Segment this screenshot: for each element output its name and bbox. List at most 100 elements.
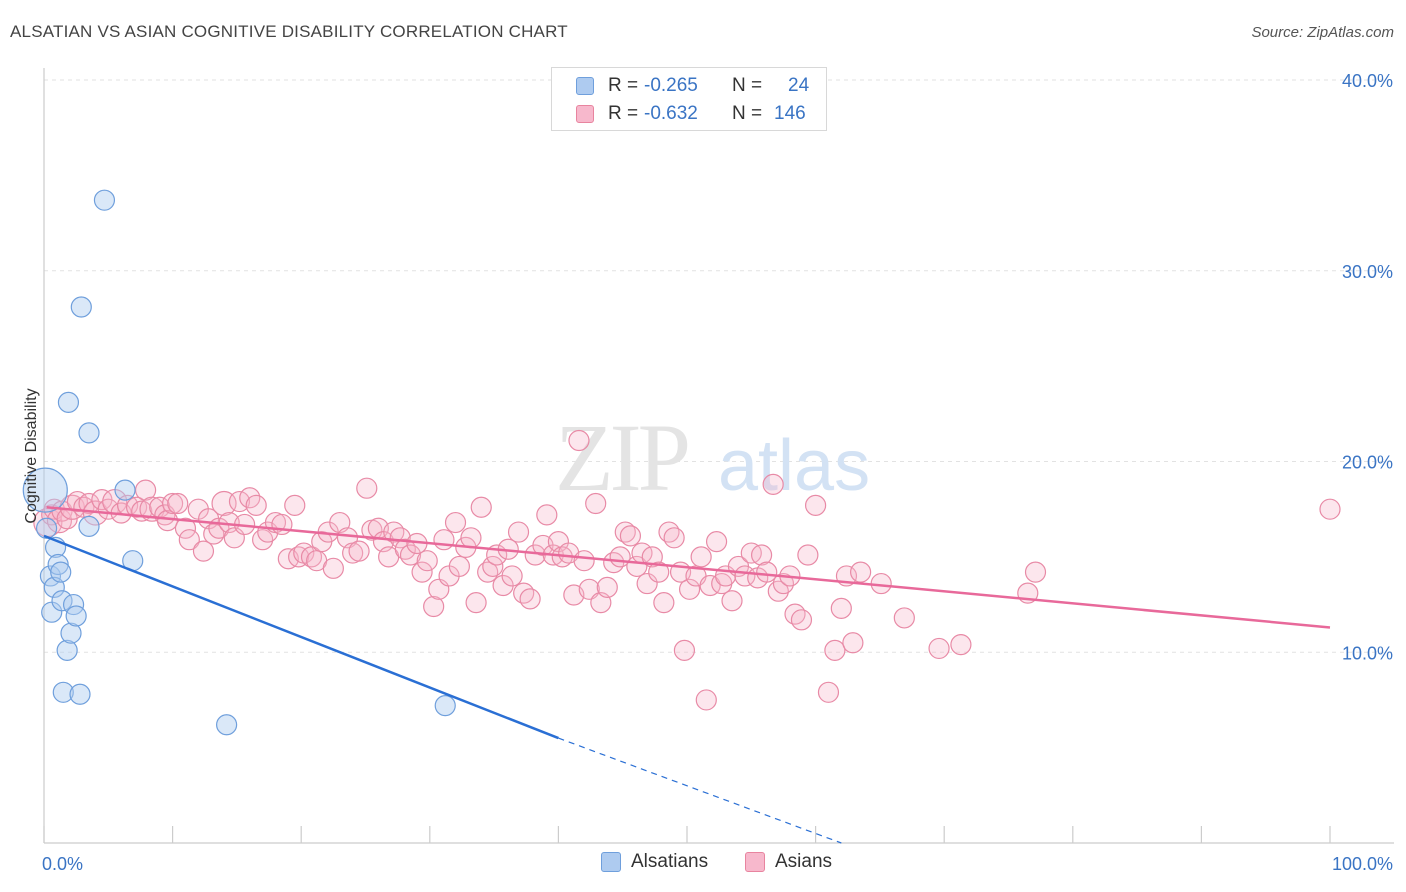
alsatian-point xyxy=(50,561,72,583)
series-label-alsatians: Alsatians xyxy=(631,851,709,872)
asian-point xyxy=(850,561,872,583)
asian-point xyxy=(383,521,405,543)
asian-point xyxy=(648,561,670,583)
y-tick-label: 30.0% xyxy=(1342,262,1393,282)
asian-point xyxy=(174,517,197,539)
y-tick-label: 10.0% xyxy=(1342,643,1393,663)
alsatian-point xyxy=(60,622,82,644)
alsatian-point xyxy=(22,467,68,513)
series-swatch-asians xyxy=(745,852,765,872)
asian-point xyxy=(830,597,852,619)
legend-swatch-alsatians xyxy=(576,77,594,95)
legend-row-asians: R = -0.632 N = 146 xyxy=(576,102,806,126)
watermark-atlas: atlas xyxy=(718,426,870,506)
legend-n-label: N = xyxy=(732,75,763,96)
asian-point xyxy=(603,551,625,574)
asian-point xyxy=(695,689,717,711)
asian-point xyxy=(271,513,293,536)
x-tick-label: 0.0% xyxy=(42,854,83,874)
asian-point xyxy=(444,511,467,534)
alsatian-point xyxy=(216,714,238,736)
asian-point xyxy=(636,572,658,595)
asian-point xyxy=(482,555,504,578)
asian-point xyxy=(433,529,455,551)
asian-point xyxy=(507,521,530,543)
asian-point xyxy=(678,578,701,600)
legend-row-alsatians: R = -0.265 N = 24 xyxy=(576,74,809,98)
asian-point xyxy=(284,494,306,516)
chart-title: ALSATIAN VS ASIAN COGNITIVE DISABILITY C… xyxy=(10,22,568,41)
alsatian-points xyxy=(22,189,456,736)
y-axis-label: Cognitive Disability xyxy=(23,388,40,523)
series-swatch-alsatians xyxy=(601,852,621,872)
alsatian-point xyxy=(114,479,136,501)
correlation-legend: R = -0.265 N = 24 R = -0.632 N = 146 xyxy=(551,67,827,131)
x-tick-label: 100.0% xyxy=(1332,854,1393,874)
asian-point xyxy=(824,639,846,661)
alsatian-point xyxy=(78,422,100,444)
grid-lines xyxy=(44,79,1394,653)
series-legend: Alsatians Asians xyxy=(0,851,1406,879)
legend-r-value: -0.632 xyxy=(644,103,698,124)
asian-point xyxy=(756,561,778,583)
asian-point xyxy=(519,588,541,610)
alsatian-point xyxy=(51,590,73,612)
asian-point xyxy=(928,637,950,660)
asian-point xyxy=(329,511,351,534)
asian-point xyxy=(322,557,344,579)
asian-point xyxy=(568,429,590,452)
alsatian-point xyxy=(434,695,456,717)
asian-point xyxy=(470,496,492,518)
alsatian-point xyxy=(69,683,91,705)
asian-point xyxy=(585,492,607,515)
watermark: ZIP atlas xyxy=(555,404,870,511)
asian-point xyxy=(448,555,470,578)
asian-point xyxy=(178,529,200,551)
asian-point xyxy=(690,546,712,568)
trend-lines xyxy=(43,506,1331,844)
asian-point xyxy=(578,578,600,600)
series-legend-alsatians: Alsatians xyxy=(601,851,708,873)
legend-r-label: R = xyxy=(608,103,639,124)
legend-r-label: R = xyxy=(608,75,639,96)
asian-point xyxy=(596,576,618,598)
asian-point xyxy=(784,603,806,625)
asian-trend-line xyxy=(46,506,1331,629)
asian-point xyxy=(762,473,784,495)
asian-points xyxy=(33,429,1341,711)
alsatian-trend-extension xyxy=(558,737,842,844)
asian-point xyxy=(162,492,184,515)
asian-point xyxy=(399,544,422,566)
alsatian-trend-line xyxy=(43,534,559,740)
alsatian-point xyxy=(47,553,69,576)
alsatian-point xyxy=(65,605,87,627)
asian-point xyxy=(501,565,523,587)
asian-point xyxy=(893,607,915,629)
axes xyxy=(43,68,1394,844)
asian-point xyxy=(389,527,411,549)
x-tick-labels: 0.0% 100.0% xyxy=(42,854,1393,874)
watermark-zip: ZIP xyxy=(555,404,688,511)
legend-n-value: 146 xyxy=(774,103,806,124)
asian-point xyxy=(673,639,696,661)
y-tick-labels: 10.0% 20.0% 30.0% 40.0% xyxy=(1342,71,1393,663)
asian-point xyxy=(423,595,445,618)
asian-point xyxy=(1024,561,1047,583)
alsatian-point xyxy=(70,296,92,318)
series-label-asians: Asians xyxy=(775,851,833,872)
asian-point xyxy=(790,609,813,631)
alsatian-point xyxy=(52,681,74,703)
alsatian-point xyxy=(57,391,80,413)
y-tick-label: 20.0% xyxy=(1342,453,1393,473)
asian-point xyxy=(411,561,433,583)
asian-point xyxy=(573,550,595,572)
asian-point xyxy=(750,544,773,566)
series-legend-asians: Asians xyxy=(745,851,832,873)
legend-n-label: N = xyxy=(732,103,763,124)
y-tick-label: 40.0% xyxy=(1342,71,1393,91)
asian-point xyxy=(1319,498,1341,520)
alsatian-point xyxy=(78,515,100,537)
asian-point xyxy=(460,527,482,549)
asian-point xyxy=(356,477,378,499)
